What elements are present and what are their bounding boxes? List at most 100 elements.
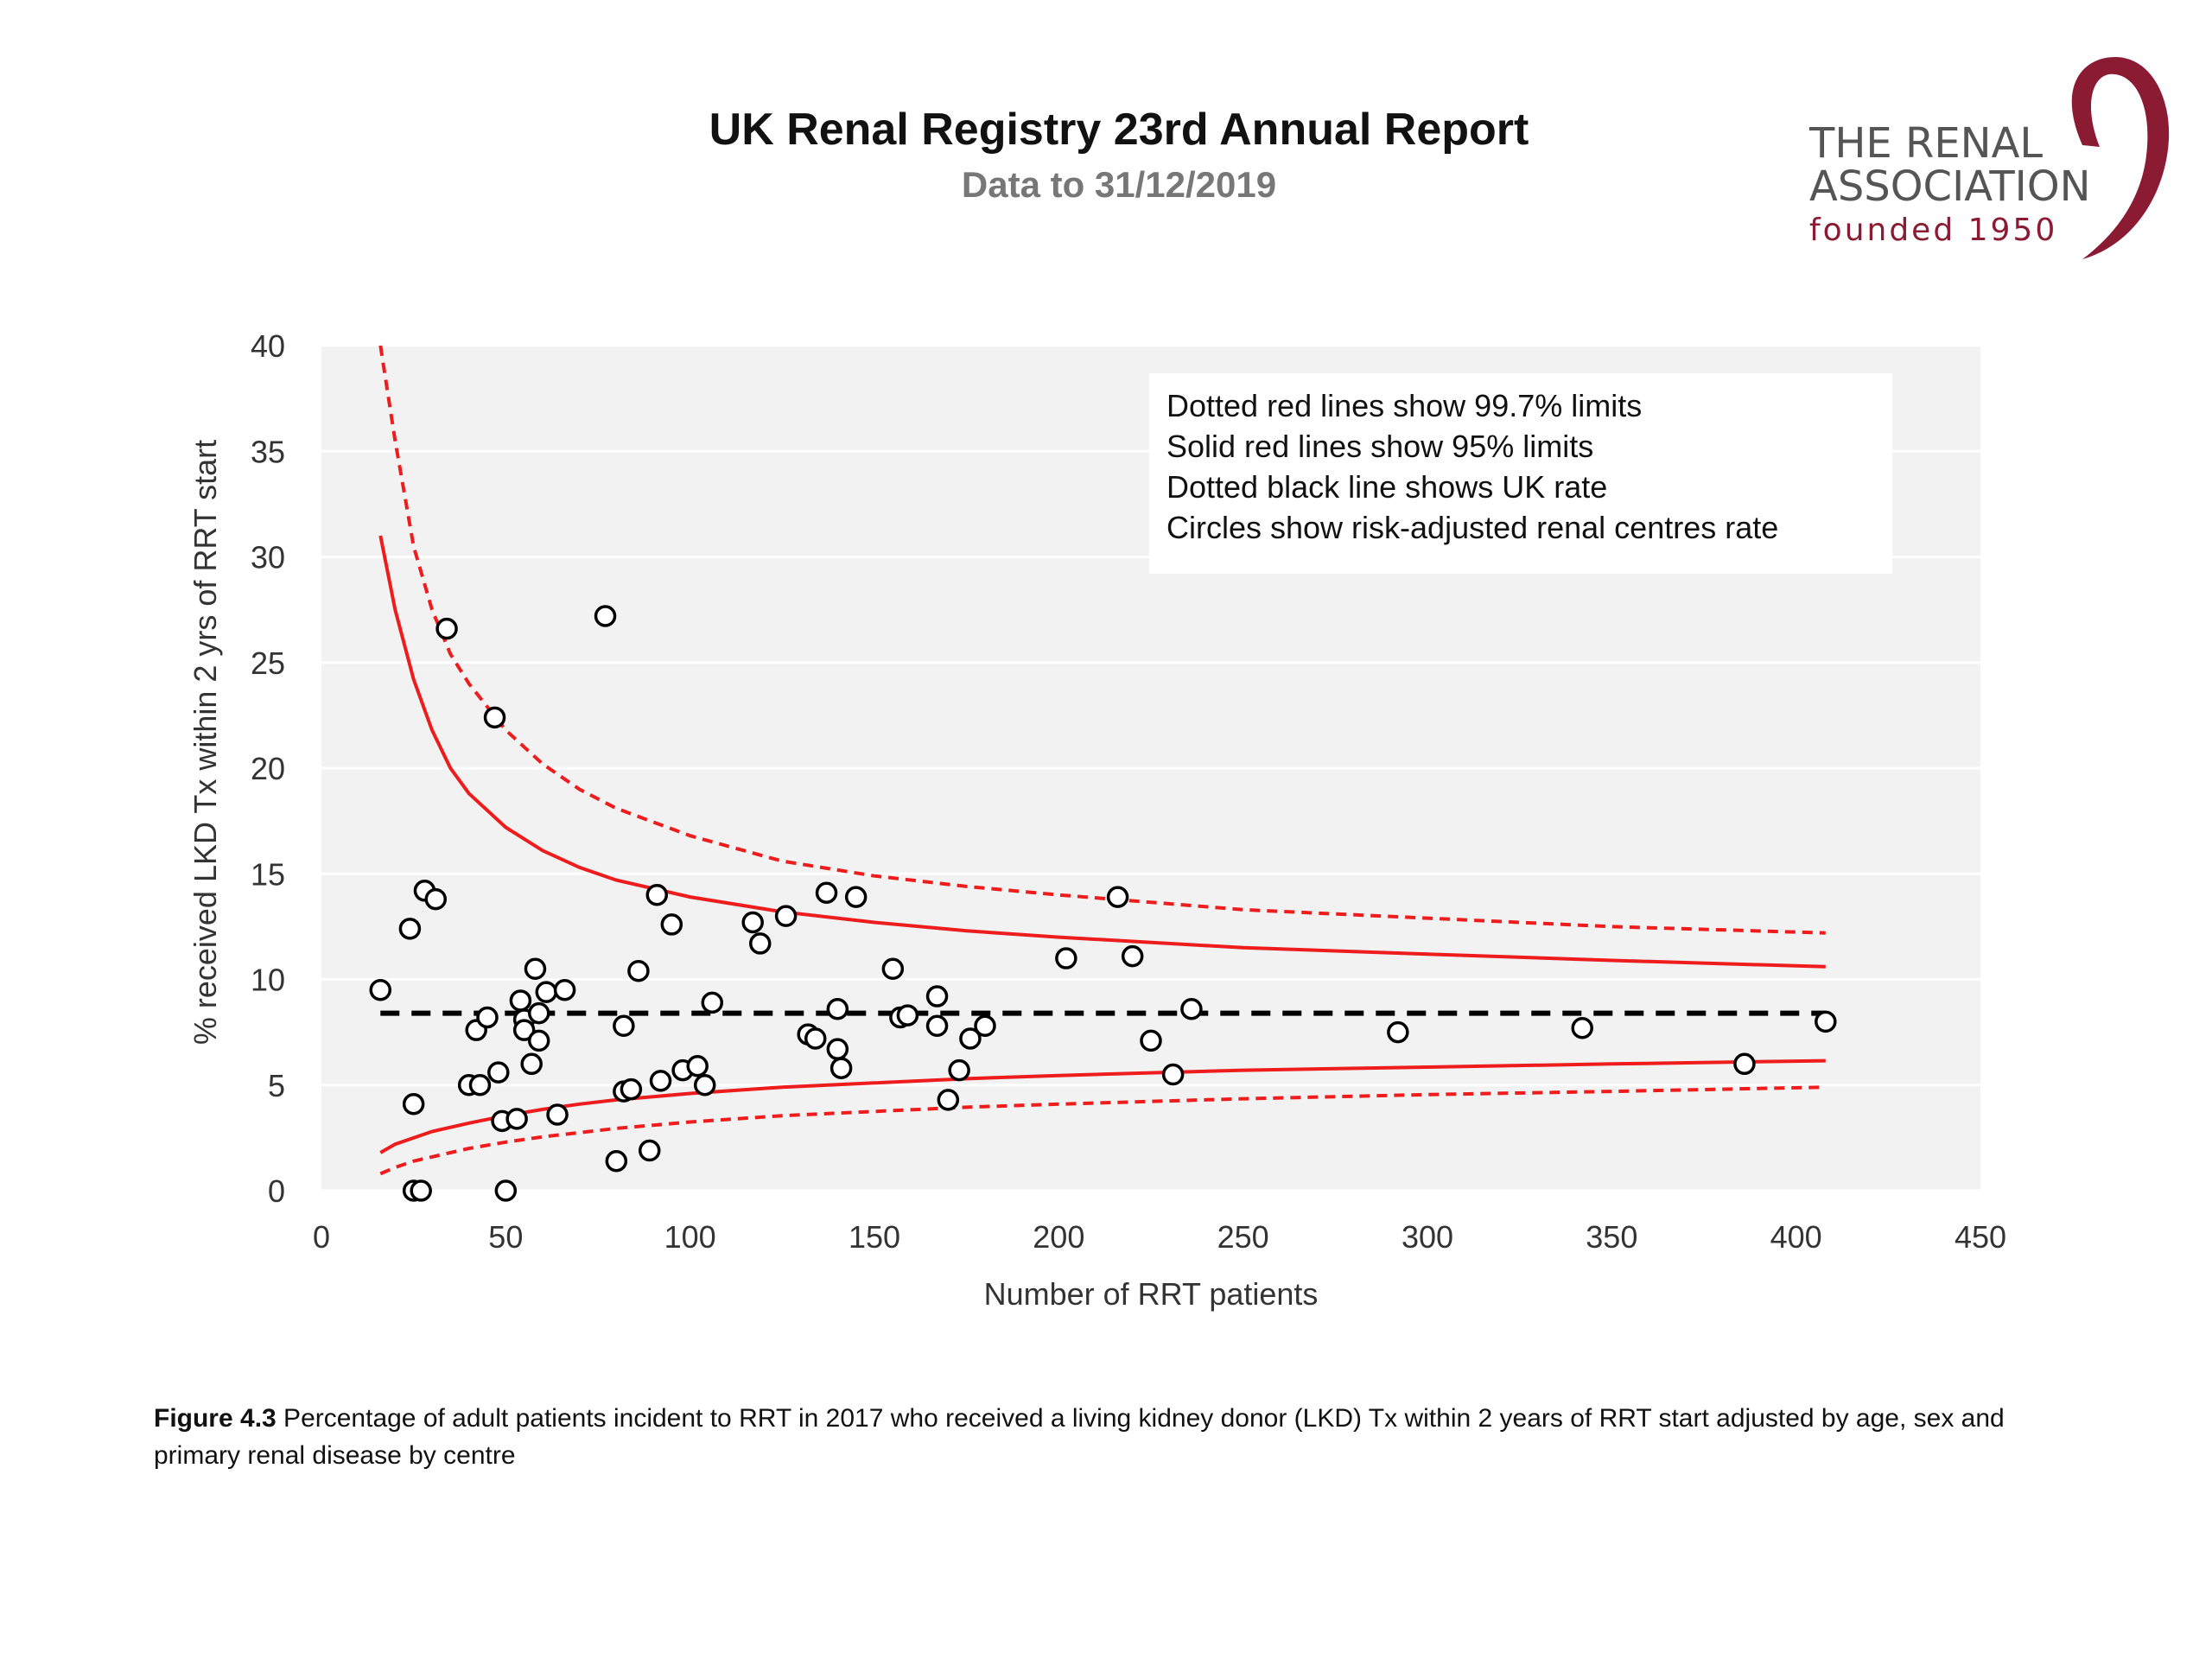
logo-text-line3: founded 1950: [1809, 213, 2058, 248]
centre-points: [369, 605, 1837, 1202]
x-tick-label: 450: [1955, 1219, 2006, 1255]
centre-point: [826, 1038, 849, 1060]
x-tick-label: 100: [664, 1219, 716, 1255]
centre-point: [505, 1108, 528, 1130]
centre-point: [804, 1027, 827, 1050]
figure-caption: Figure 4.3 Percentage of adult patients …: [154, 1400, 2037, 1474]
centre-point: [748, 932, 772, 955]
centre-point: [1571, 1016, 1593, 1039]
centre-point: [487, 1061, 510, 1084]
centre-point: [1121, 944, 1144, 968]
centre-point: [660, 913, 683, 936]
y-tick-label: 30: [251, 540, 285, 575]
centre-point: [826, 997, 849, 1020]
centre-point: [974, 1014, 996, 1038]
centre-point: [1055, 947, 1077, 969]
centre-point: [1140, 1029, 1162, 1052]
report-title: UK Renal Registry 23rd Annual Report: [709, 105, 1529, 155]
upper-997-limit-line: [378, 345, 1826, 935]
centre-point: [1106, 886, 1129, 908]
x-tick-label: 350: [1586, 1219, 1637, 1255]
logo-text-line2: ASSOCIATION: [1809, 162, 2091, 211]
legend-entry: Dotted black line shows UK rate: [1166, 469, 1607, 505]
y-tick-label: 25: [251, 645, 285, 681]
figure-caption-label: Figure 4.3: [154, 1404, 276, 1433]
centre-point: [844, 886, 868, 908]
centre-point: [959, 1027, 982, 1050]
centre-point: [627, 959, 650, 982]
centre-point: [741, 911, 764, 934]
centre-point: [424, 887, 448, 911]
centre-point: [546, 1103, 569, 1126]
renal-association-logo: THE RENAL ASSOCIATION founded 1950: [1797, 52, 2177, 268]
centre-point: [701, 991, 724, 1014]
x-tick-label: 0: [313, 1219, 330, 1255]
figure-caption-text: Percentage of adult patients incident to…: [154, 1404, 2005, 1470]
legend-box: [1149, 373, 1892, 574]
centre-point: [686, 1054, 709, 1077]
y-tick-label: 0: [268, 1173, 285, 1209]
centre-point: [881, 957, 905, 981]
centre-point: [645, 883, 669, 906]
x-tick-label: 400: [1770, 1219, 1822, 1255]
y-axis-ticks: 0 5 10 15 20 25 30 35 40: [251, 328, 285, 1209]
x-tick-label: 50: [488, 1219, 523, 1255]
centre-point: [398, 918, 422, 940]
centre-point: [520, 1052, 543, 1076]
centre-point: [896, 1004, 919, 1027]
centre-point: [594, 605, 617, 627]
y-tick-label: 15: [251, 856, 285, 892]
centre-point: [948, 1058, 970, 1082]
legend-entry: Circles show risk-adjusted renal centres…: [1166, 510, 1778, 545]
logo-swoosh-icon: [2071, 57, 2170, 259]
x-tick-label: 200: [1033, 1219, 1084, 1255]
centre-point: [535, 981, 558, 1003]
centre-point: [620, 1077, 643, 1101]
centre-point: [605, 1150, 628, 1173]
centre-point: [1733, 1052, 1756, 1076]
centre-point: [638, 1139, 661, 1162]
centre-point: [410, 1179, 432, 1202]
legend-entry: Solid red lines show 95% limits: [1166, 429, 1593, 464]
x-tick-label: 150: [849, 1219, 900, 1255]
centre-point: [512, 1019, 536, 1041]
centre-point: [527, 1029, 550, 1052]
lower-997-limit-line: [379, 1085, 1826, 1176]
centre-point: [830, 1057, 853, 1079]
centre-point: [649, 1070, 672, 1092]
legend: Dotted red lines show 99.7% limits Solid …: [1149, 373, 1892, 574]
centre-point: [483, 706, 506, 729]
centre-point: [468, 1074, 492, 1096]
centre-point: [1387, 1020, 1409, 1044]
centre-point: [1180, 997, 1203, 1020]
centre-point: [815, 881, 838, 905]
y-tick-label: 10: [251, 963, 285, 998]
centre-point: [402, 1093, 425, 1116]
control-limit-lines: [378, 345, 1826, 1176]
centre-point: [524, 957, 547, 981]
centre-point: [613, 1014, 635, 1038]
x-tick-label: 300: [1402, 1219, 1453, 1255]
centre-point: [435, 617, 458, 640]
centre-point: [527, 1001, 550, 1025]
centre-point: [369, 978, 392, 1001]
y-tick-label: 5: [268, 1068, 285, 1103]
centre-point: [925, 1014, 949, 1038]
y-tick-label: 40: [251, 328, 285, 364]
x-tick-label: 250: [1217, 1219, 1269, 1255]
y-axis-label: % received LKD Tx within 2 yrs of RRT st…: [188, 440, 223, 1045]
funnel-plot: 0 5 10 15 20 25 30 35 40 0 50 100 150 200 250 300 350 40…: [188, 328, 2006, 1312]
centre-point: [774, 905, 798, 927]
x-axis-ticks: 0 50 100 150 200 250 300 350 400 450: [313, 1219, 2006, 1255]
x-axis-label: Number of RRT patients: [984, 1276, 1319, 1312]
centre-point: [553, 978, 576, 1001]
centre-point: [509, 989, 532, 1012]
centre-point: [494, 1179, 518, 1202]
centre-point: [693, 1074, 716, 1096]
legend-entry: Dotted red lines show 99.7% limits: [1166, 388, 1642, 423]
centre-point: [937, 1089, 960, 1111]
lower-95-limit-line: [379, 1058, 1826, 1154]
y-tick-label: 35: [251, 434, 285, 469]
upper-95-limit-line: [378, 535, 1826, 969]
y-tick-label: 20: [251, 751, 285, 786]
